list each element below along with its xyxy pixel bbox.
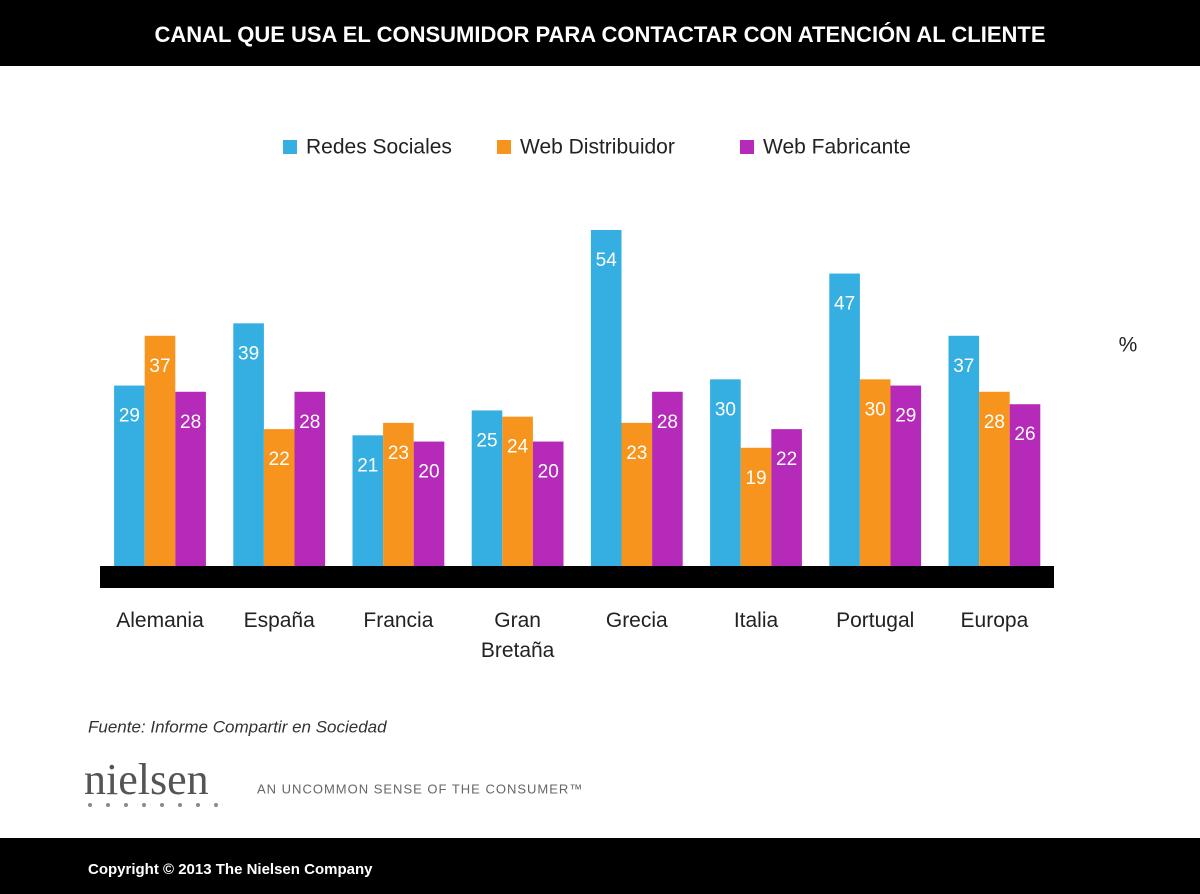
header-bar bbox=[0, 0, 1200, 66]
data-label: 47 bbox=[834, 294, 855, 315]
bar bbox=[352, 435, 384, 566]
data-label: 29 bbox=[119, 406, 140, 427]
data-label: 23 bbox=[626, 443, 647, 464]
bar bbox=[471, 410, 503, 566]
data-label: 29 bbox=[895, 406, 916, 427]
bar bbox=[294, 391, 326, 566]
bar bbox=[413, 441, 445, 566]
bar bbox=[114, 385, 145, 566]
bar bbox=[144, 335, 176, 566]
data-label: 28 bbox=[657, 412, 678, 433]
tagline: AN UNCOMMON SENSE OF THE CONSUMER™ bbox=[257, 781, 583, 796]
x-tick-label: España bbox=[243, 609, 315, 632]
x-tick-label: Grecia bbox=[605, 609, 668, 632]
bar bbox=[710, 379, 741, 566]
data-label: 37 bbox=[149, 356, 170, 377]
x-tick-label: Alemania bbox=[116, 609, 204, 632]
x-tick-label: Italia bbox=[733, 609, 779, 632]
legend-swatch bbox=[497, 140, 511, 154]
data-label: 39 bbox=[238, 343, 259, 364]
bar bbox=[263, 429, 295, 566]
logo-dots bbox=[88, 803, 218, 807]
bar bbox=[590, 230, 622, 566]
data-label: 54 bbox=[596, 250, 618, 271]
brand-logo: nielsen bbox=[84, 755, 209, 804]
data-label: 21 bbox=[357, 455, 378, 476]
data-label: 30 bbox=[715, 399, 736, 420]
bar bbox=[383, 422, 414, 566]
legend-label: Web Distribuidor bbox=[520, 136, 675, 159]
bar bbox=[532, 441, 564, 566]
bar bbox=[502, 416, 533, 566]
data-label: 25 bbox=[476, 430, 497, 451]
data-label: 23 bbox=[388, 443, 409, 464]
data-label: 19 bbox=[745, 468, 766, 489]
data-label: 24 bbox=[507, 437, 529, 458]
legend-label: Redes Sociales bbox=[306, 136, 452, 159]
bar bbox=[1009, 404, 1041, 566]
x-tick-label: Francia bbox=[363, 609, 434, 632]
bar bbox=[740, 447, 772, 566]
unit-label: % bbox=[1119, 334, 1138, 357]
bar bbox=[621, 422, 653, 566]
bar bbox=[771, 429, 802, 566]
chart-title: CANAL QUE USA EL CONSUMIDOR PARA CONTACT… bbox=[155, 22, 1046, 47]
data-label: 28 bbox=[180, 412, 201, 433]
data-label: 30 bbox=[865, 399, 886, 420]
data-label: 22 bbox=[776, 449, 797, 470]
data-label: 26 bbox=[1014, 424, 1035, 445]
data-label: 20 bbox=[538, 462, 559, 483]
data-label: 20 bbox=[418, 462, 439, 483]
data-label: 37 bbox=[953, 356, 974, 377]
bar bbox=[175, 391, 206, 566]
footer-bar bbox=[0, 838, 1200, 894]
copyright: Copyright © 2013 The Nielsen Company bbox=[88, 861, 373, 878]
data-label: 28 bbox=[299, 412, 320, 433]
bar bbox=[979, 391, 1010, 566]
x-tick-label: Gran Bretaña bbox=[480, 609, 555, 662]
bar bbox=[890, 385, 922, 566]
legend-swatch bbox=[283, 140, 297, 154]
data-label: 28 bbox=[984, 412, 1005, 433]
bar bbox=[948, 335, 980, 566]
source-note: Fuente: Informe Compartir en Sociedad bbox=[88, 717, 387, 736]
data-label: 22 bbox=[269, 449, 290, 470]
bar bbox=[233, 323, 264, 566]
baseline-bar bbox=[100, 566, 1054, 588]
bar bbox=[859, 379, 891, 566]
bar bbox=[652, 391, 683, 566]
x-tick-label: Portugal bbox=[836, 609, 915, 632]
bar bbox=[829, 273, 860, 566]
legend-swatch bbox=[740, 140, 754, 154]
legend-label: Web Fabricante bbox=[763, 136, 911, 159]
x-tick-label: Europa bbox=[960, 609, 1029, 632]
